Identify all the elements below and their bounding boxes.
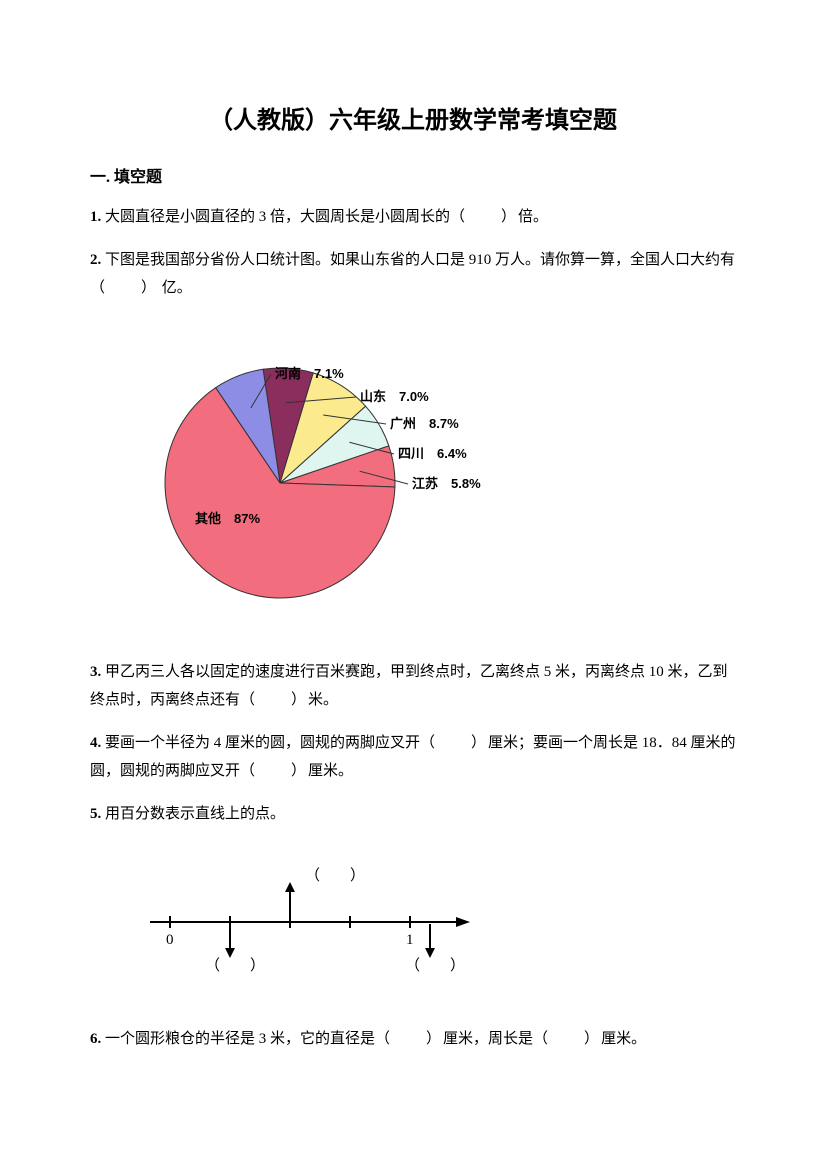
numline-down-label-0: （ ）: [205, 957, 265, 974]
q6-text-c: 厘米。: [601, 1031, 646, 1047]
pie-chart-container: 其他 87% 江苏 5.8% 四川 6.4% 广州 8.7% 山东 7.0% 河南 7.1…: [130, 323, 736, 628]
question-3: 3. 甲乙丙三人各以固定的速度进行百米赛跑，甲到终点时，乙离终点 5 米，丙离终…: [90, 658, 736, 715]
q6-number: 6.: [90, 1031, 101, 1047]
pie-label-山东: 山东 7.0%: [360, 389, 429, 404]
pie-label-江苏: 江苏 5.8%: [412, 476, 481, 491]
q4-number: 4.: [90, 735, 101, 751]
numline-up-label-0: （ ）: [305, 867, 365, 884]
q2-number: 2.: [90, 252, 101, 268]
question-1: 1. 大圆直径是小圆直径的 3 倍，大圆周长是小圆周长的（ ）倍。: [90, 203, 736, 232]
q5-text: 用百分数表示直线上的点。: [101, 806, 285, 822]
question-6: 6. 一个圆形粮仓的半径是 3 米，它的直径是（ ）厘米，周长是（ ）厘米。: [90, 1025, 736, 1054]
question-5: 5. 用百分数表示直线上的点。: [90, 800, 736, 829]
q1-text-b: 倍。: [518, 209, 548, 225]
q5-number: 5.: [90, 806, 101, 822]
question-2: 2. 下图是我国部分省份人口统计图。如果山东省的人口是 910 万人。请你算一算…: [90, 246, 736, 303]
q1-number: 1.: [90, 209, 101, 225]
q1-blank: （ ）: [450, 209, 518, 225]
q3-text-b: 米。: [308, 692, 338, 708]
number-line-container: 0 1 （ ） （ ） （ ）: [130, 852, 736, 997]
question-4: 4. 要画一个半径为 4 厘米的圆，圆规的两脚应叉开（ ）厘米；要画一个周长是 …: [90, 729, 736, 786]
numline-arrowhead: [456, 917, 470, 927]
q6-blank-2: （ ）: [533, 1031, 601, 1047]
numline-tick-label-4: 1: [406, 932, 414, 948]
q4-blank-1: （ ）: [420, 735, 488, 751]
document-page: （人教版）六年级上册数学常考填空题 一. 填空题 1. 大圆直径是小圆直径的 3…: [0, 0, 826, 1169]
q6-text-a: 一个圆形粮仓的半径是 3 米，它的直径是: [101, 1031, 375, 1047]
pie-label-四川: 四川 6.4%: [398, 446, 467, 461]
q6-blank-1: （ ）: [375, 1031, 443, 1047]
q4-text-a: 要画一个半径为 4 厘米的圆，圆规的两脚应叉开: [101, 735, 420, 751]
q6-text-b: 厘米，周长是: [443, 1031, 533, 1047]
q3-text-a: 甲乙丙三人各以固定的速度进行百米赛跑，甲到终点时，乙离终点 5 米，丙离终点 1…: [90, 664, 728, 709]
q4-text-c: 厘米。: [308, 763, 353, 779]
q3-blank: （ ）: [240, 692, 308, 708]
pie-label-河南: 河南 7.1%: [275, 366, 344, 381]
page-title: （人教版）六年级上册数学常考填空题: [90, 100, 736, 135]
q3-number: 3.: [90, 664, 101, 680]
pie-label-广州: 广州 8.7%: [390, 416, 459, 431]
number-line: 0 1 （ ） （ ） （ ）: [130, 852, 490, 992]
q4-blank-2: （ ）: [240, 763, 308, 779]
q2-text-b: 亿。: [158, 280, 192, 296]
q2-text-a: 下图是我国部分省份人口统计图。如果山东省的人口是 910 万人。请你算一算，全国…: [101, 252, 735, 268]
numline-down-label-1: （ ）: [405, 957, 465, 974]
q2-blank: （ ）: [90, 280, 158, 296]
pie-label-其他: 其他 87%: [195, 511, 260, 526]
pie-chart: 其他 87% 江苏 5.8% 四川 6.4% 广州 8.7% 山东 7.0% 河南 7.1…: [130, 323, 520, 623]
section-header: 一. 填空题: [90, 163, 736, 187]
q1-text-a: 大圆直径是小圆直径的 3 倍，大圆周长是小圆周长的: [101, 209, 450, 225]
numline-tick-label-0: 0: [166, 932, 174, 948]
